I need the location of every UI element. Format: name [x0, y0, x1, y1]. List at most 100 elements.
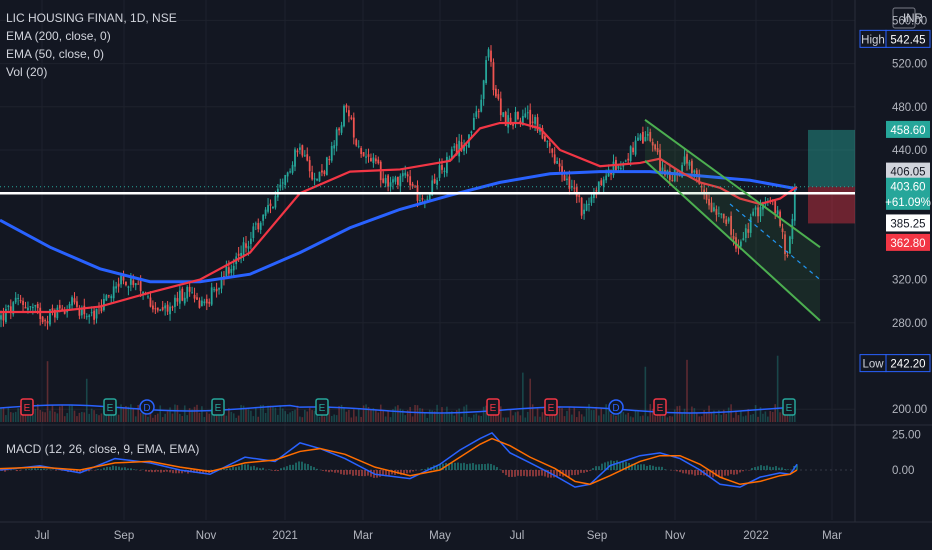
macd-histogram-bar [298, 461, 300, 470]
candle-body [710, 202, 713, 213]
volume-bar [615, 415, 617, 422]
earnings-marker[interactable]: E [486, 398, 500, 416]
earnings-marker[interactable]: E [103, 398, 117, 416]
macd-histogram-bar [400, 470, 402, 475]
candle-body [426, 198, 429, 200]
macd-histogram-bar [352, 470, 354, 476]
candle-body [585, 203, 588, 211]
volume-bar [500, 406, 502, 422]
macd-histogram-bar [733, 470, 735, 475]
price-tag-box [886, 177, 930, 195]
candle-body [311, 172, 314, 180]
symbol-title[interactable]: LIC HOUSING FINAN, 1D, NSE [6, 11, 177, 25]
macd-histogram-bar [754, 467, 756, 470]
volume-bar [289, 412, 291, 422]
candle-body [472, 117, 475, 130]
candle-body [693, 170, 696, 173]
candle-body [188, 286, 191, 292]
candle-body [250, 238, 252, 244]
macd-histogram-bar [412, 470, 414, 472]
candle-body [78, 308, 81, 316]
volume-bar [563, 416, 566, 422]
volume-bar [235, 417, 237, 422]
volume-bar [705, 412, 708, 422]
volume-bar [66, 413, 68, 422]
volume-bar [718, 410, 720, 422]
volume-bar [534, 416, 536, 422]
macd-legend[interactable]: MACD (12, 26, close, 9, EMA, EMA) [6, 442, 200, 456]
volume-bar [517, 411, 519, 422]
macd-histogram-bar [457, 462, 459, 470]
svg-text:D: D [612, 403, 619, 414]
volume-bar [85, 378, 88, 422]
earnings-marker[interactable]: E [211, 398, 225, 416]
candle-body [272, 206, 274, 209]
candle-body [225, 266, 228, 277]
candle-body [688, 161, 691, 166]
macd-tick: 0.00 [892, 465, 914, 477]
candle-body [127, 286, 130, 288]
earnings-marker[interactable]: E [653, 398, 667, 416]
candle-body [651, 141, 654, 146]
volume-bar [519, 415, 522, 422]
candle-body [169, 306, 171, 315]
candle-body [115, 286, 118, 289]
time-axis[interactable]: Jul Sep Nov 2021 Mar May Jul Sep Nov 2022 Mar [35, 530, 842, 542]
earnings-marker[interactable]: E [544, 398, 558, 416]
candle-body [590, 196, 593, 203]
candle-body [129, 278, 132, 285]
macd-histogram-bar [556, 470, 558, 478]
macd-histogram-bar [280, 468, 282, 470]
channel-upper [644, 118, 821, 249]
volume-bar [742, 416, 745, 422]
indicator-volume[interactable]: Vol (20) [6, 65, 48, 79]
indicator-ema200[interactable]: EMA (200, close, 0) [6, 29, 111, 43]
long-position-tool[interactable] [808, 129, 855, 224]
volume-bar [32, 415, 34, 422]
volume-bar [561, 408, 563, 422]
candle-body [605, 175, 608, 181]
volume-bar [529, 378, 531, 422]
volume-bar [745, 415, 747, 422]
volume-bar [620, 404, 622, 422]
ema-lines [0, 121, 855, 314]
macd-histogram-bar [241, 464, 243, 470]
volume-bar [0, 408, 2, 422]
macd-histogram-bar [178, 470, 180, 474]
candle-body [345, 105, 348, 108]
volume-bar [34, 408, 37, 422]
volume-bar [264, 412, 267, 422]
candle-body [142, 291, 144, 294]
candle-body [176, 298, 179, 302]
earnings-marker[interactable]: D [608, 399, 624, 415]
macd-histogram-bar [757, 466, 759, 470]
indicator-ema50[interactable]: EMA (50, close, 0) [6, 47, 105, 61]
earnings-marker[interactable]: E [782, 398, 796, 416]
volume-bar [176, 405, 179, 422]
volume-bar [688, 412, 691, 422]
grid-lines [0, 0, 932, 523]
candle-body [316, 178, 318, 181]
volume-bar [453, 415, 456, 422]
earnings-marker[interactable]: E [315, 398, 329, 416]
volume-bar [294, 409, 296, 422]
volume-bar [355, 416, 358, 422]
earnings-marker[interactable]: E [20, 398, 34, 416]
candle-body [325, 157, 328, 176]
volume-bar [713, 410, 715, 422]
candle-body [654, 144, 657, 150]
channel-drawing[interactable] [0, 118, 855, 322]
macd-histogram-bar [505, 470, 507, 476]
earnings-marker[interactable]: D [139, 399, 155, 415]
volume-bar [669, 416, 671, 422]
macd-histogram-bar [583, 470, 585, 473]
candle-body [61, 308, 64, 311]
macd-histogram-bar [121, 467, 123, 470]
macd-histogram-bar [436, 465, 438, 470]
macd-histogram-bar [334, 470, 336, 473]
candle-body [321, 170, 323, 173]
candle-body [460, 141, 463, 151]
